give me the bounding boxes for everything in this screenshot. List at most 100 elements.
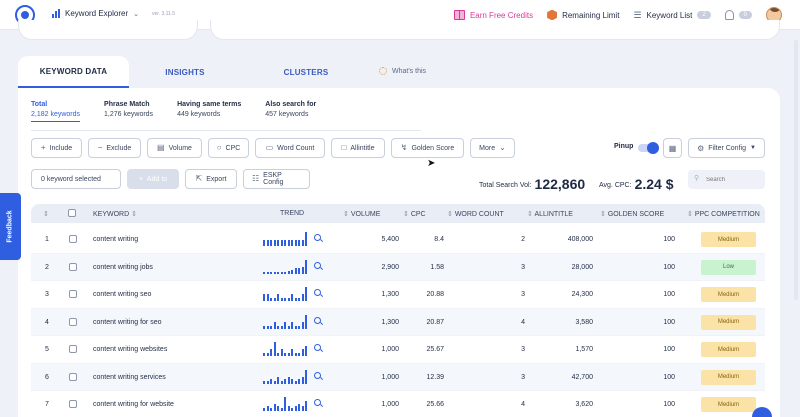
- plus-icon: +: [138, 175, 143, 183]
- remaining-limit-link[interactable]: Remaining Limit: [547, 9, 619, 21]
- cpc-column-header[interactable]: ⇕ CPC: [403, 210, 426, 218]
- trend-sparkline: [263, 287, 307, 301]
- filter-config-button[interactable]: ⚙ Filter Config ▼: [688, 138, 765, 158]
- row-number: 5: [45, 346, 49, 353]
- keyword-list-count: 2: [697, 11, 711, 19]
- row-checkbox[interactable]: [69, 235, 77, 243]
- trend-sparkline: [263, 314, 307, 329]
- keyword-cell[interactable]: content writing services: [93, 373, 166, 381]
- cpc-filter-button[interactable]: ○ CPC: [208, 138, 249, 158]
- more-filters-button[interactable]: More ⌄: [470, 138, 515, 158]
- golden-score-column-header[interactable]: ⇕ GOLDEN SCORE: [600, 210, 664, 218]
- stat-also-search[interactable]: Also search for 457 keywords: [265, 101, 316, 122]
- view-tabs: KEYWORD DATA INSIGHTS CLUSTERS: [18, 56, 371, 88]
- row-checkbox[interactable]: [69, 317, 77, 326]
- table-row[interactable]: 4 content writing for seo 1,300 20.87 4 …: [31, 308, 765, 336]
- cpc-cell: 8.4: [434, 236, 444, 243]
- volume-filter-button[interactable]: ▤ Volume: [147, 138, 202, 158]
- notification-count: 0: [738, 11, 752, 19]
- match-type-tabs: Total 2,182 keywords Phrase Match 1,276 …: [31, 101, 340, 122]
- keyword-cell[interactable]: content writing jobs: [93, 263, 153, 271]
- stat-phrase-match[interactable]: Phrase Match 1,276 keywords: [104, 101, 153, 122]
- ppc-competition-badge: Medium: [701, 314, 756, 330]
- stat-same-terms[interactable]: Having same terms 449 keywords: [177, 101, 241, 122]
- sort-icon: ⇕: [403, 211, 409, 218]
- word-count-header-label: WORD COUNT: [454, 211, 504, 218]
- action-toolbar: 0 keyword selected + Add to ⇱ Export ☷ ESKP…: [31, 169, 310, 189]
- word-count-column-header[interactable]: ⇕ WORD COUNT: [447, 210, 504, 218]
- stat-value: 1,276 keywords: [104, 111, 154, 118]
- table-row[interactable]: 3 content writing seo 1,300 20.88 3 24,3…: [31, 281, 765, 309]
- row-checkbox[interactable]: [69, 290, 77, 298]
- ppc-competition-badge: Low: [701, 259, 756, 275]
- search-input[interactable]: [688, 170, 765, 189]
- layout-toggle-button[interactable]: ▦: [663, 138, 682, 158]
- row-checkbox[interactable]: [69, 345, 77, 353]
- keyword-cell[interactable]: content writing for website: [93, 401, 174, 408]
- stat-label: Also search for: [265, 101, 317, 108]
- table-row[interactable]: 2 content writing jobs 2,900 1.58 3 28,0…: [31, 253, 765, 281]
- gift-icon: [453, 10, 465, 20]
- sort-icon[interactable]: ⇕: [43, 211, 49, 218]
- earn-credits-link[interactable]: Earn Free Credits: [453, 10, 533, 20]
- select-all-checkbox[interactable]: [68, 209, 76, 219]
- keyword-cell[interactable]: content writing: [93, 236, 139, 243]
- volume-cell: 1,000: [381, 373, 399, 381]
- keyword-cell[interactable]: content writing seo: [93, 291, 152, 298]
- eskp-config-button[interactable]: ☷ ESKP Config: [243, 169, 310, 189]
- trend-search-icon[interactable]: [314, 371, 321, 379]
- tab-clusters[interactable]: CLUSTERS: [283, 67, 329, 77]
- exclude-button[interactable]: − Exclude: [88, 138, 141, 158]
- chat-bubble-icon[interactable]: [752, 407, 772, 417]
- trend-search-icon[interactable]: [314, 399, 321, 406]
- stat-total[interactable]: Total 2,182 keywords: [31, 101, 81, 122]
- trend-search-icon[interactable]: [314, 344, 321, 351]
- word-count-cell: 4: [521, 318, 525, 326]
- trend-search-icon[interactable]: [314, 289, 321, 296]
- app-switcher[interactable]: Keyword Explorer ⌄: [52, 9, 139, 18]
- pinup-toggle[interactable]: [638, 142, 659, 154]
- table-row[interactable]: 7 content writing for website 1,000 25.6…: [31, 391, 765, 417]
- table-row[interactable]: 6 content writing services 1,000 12.39 3…: [31, 363, 765, 391]
- table-row[interactable]: 5 content writing websites 1,000 25.67 3…: [31, 336, 765, 364]
- whats-this-link[interactable]: What's this: [379, 67, 426, 75]
- eskp-config-label: ESKP Config: [263, 172, 284, 186]
- list-icon: ☰: [633, 9, 642, 20]
- stat-value: 457 keywords: [265, 111, 309, 118]
- stat-value: 2,182 keywords: [31, 111, 81, 118]
- page-scrollbar[interactable]: [794, 40, 798, 300]
- row-checkbox[interactable]: [69, 400, 77, 408]
- table-row[interactable]: 1 content writing 5,400 8.4 2 408,000 10…: [31, 226, 765, 254]
- golden-score-cell: 100: [663, 401, 675, 408]
- trend-search-icon[interactable]: [314, 316, 321, 324]
- ppc-competition-column-header[interactable]: ⇕ PPC COMPETITION: [687, 210, 760, 218]
- add-to-button[interactable]: + Add to: [127, 169, 179, 189]
- volume-column-header[interactable]: ⇕ VOLUME: [343, 210, 380, 218]
- exclude-label: Exclude: [106, 144, 132, 152]
- trend-search-icon[interactable]: [314, 261, 321, 269]
- allintitle-column-header[interactable]: ⇕ ALLINTITLE: [527, 210, 573, 218]
- keyword-cell[interactable]: content writing websites: [93, 346, 168, 353]
- tab-insights[interactable]: INSIGHTS: [165, 67, 205, 77]
- keyword-list-link[interactable]: ☰ Keyword List 2: [633, 9, 711, 21]
- document-icon: □: [341, 143, 347, 152]
- keyword-column-header[interactable]: KEYWORD ⇕: [93, 210, 137, 218]
- export-button[interactable]: ⇱ Export: [185, 169, 237, 189]
- notifications-button[interactable]: 0: [724, 10, 752, 20]
- volume-label: Volume: [168, 144, 192, 152]
- trend-search-icon[interactable]: [314, 234, 321, 241]
- row-checkbox[interactable]: [69, 262, 77, 271]
- word-count-label: Word Count: [277, 144, 315, 152]
- sort-icon: ⇕: [527, 211, 533, 218]
- avg-cpc-value: 2.24 $: [634, 176, 674, 192]
- tab-keyword-data[interactable]: KEYWORD DATA: [18, 56, 129, 88]
- row-number: 1: [45, 236, 49, 243]
- word-count-filter-button[interactable]: ▭ Word Count: [255, 138, 325, 158]
- row-checkbox[interactable]: [69, 372, 77, 381]
- feedback-tab[interactable]: Feedback: [0, 193, 21, 260]
- golden-score-filter-button[interactable]: ↯ Golden Score: [391, 138, 464, 158]
- keyword-cell[interactable]: content writing for seo: [93, 318, 162, 326]
- include-button[interactable]: + Include: [31, 138, 82, 158]
- average-cpc: Avg. CPC: 2.24 $: [599, 176, 674, 192]
- allintitle-filter-button[interactable]: □ Allintitle: [331, 138, 385, 158]
